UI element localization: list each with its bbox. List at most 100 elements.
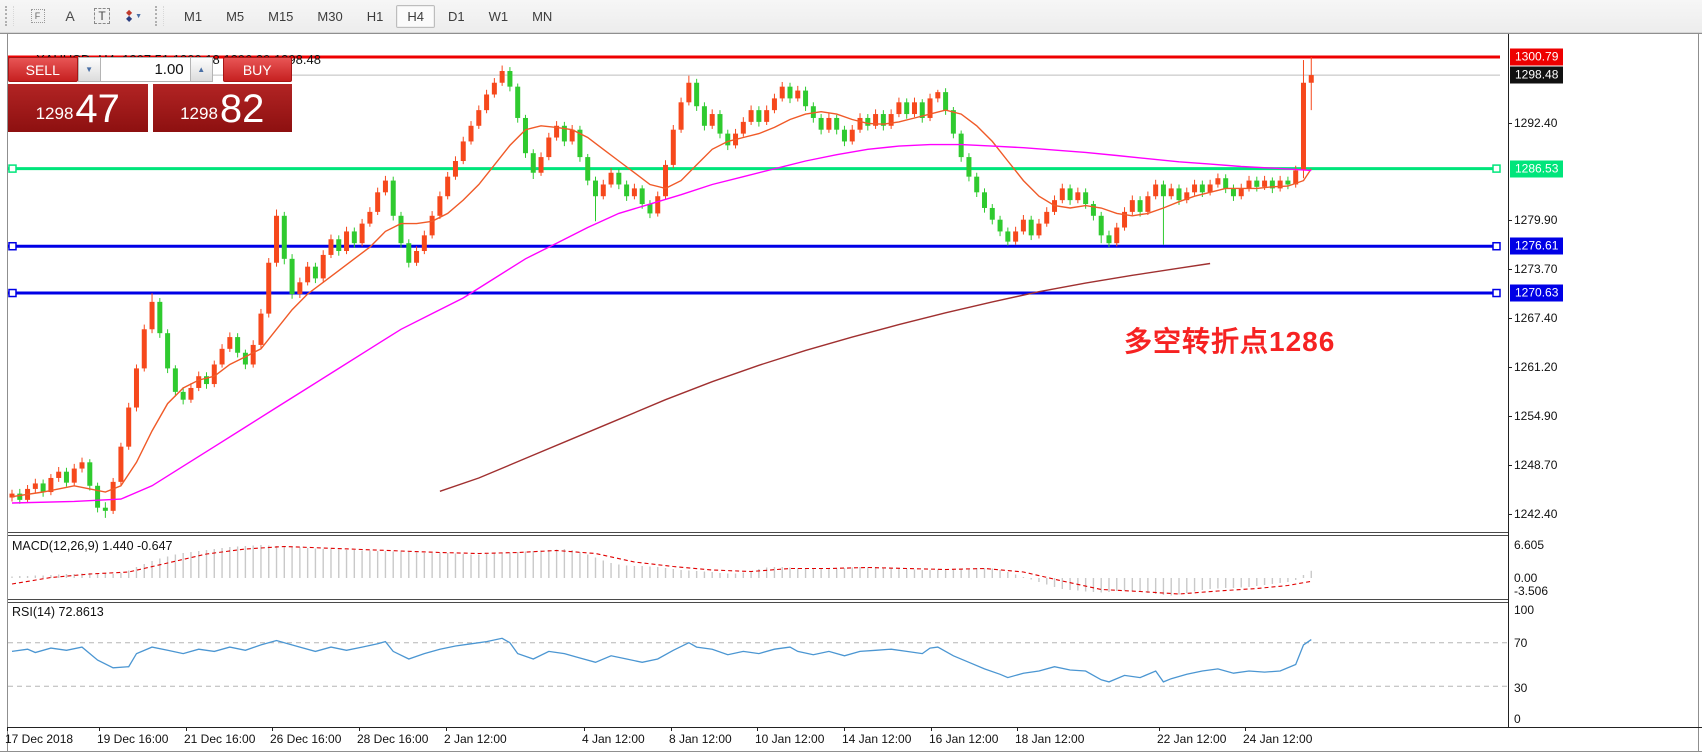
candle-body — [943, 92, 949, 111]
price-tick-1254.90: 1254.90 — [1514, 409, 1558, 424]
rsi-pane-separator-b[interactable] — [8, 602, 1508, 603]
candle-body — [1137, 200, 1143, 212]
sell-price-display[interactable]: 1298 47 — [8, 84, 148, 132]
candle-body — [600, 184, 606, 197]
candle-body — [639, 188, 645, 205]
price-tick-1292.40: 1292.40 — [1514, 115, 1558, 130]
price-badge-1300.79: 1300.79 — [1510, 48, 1564, 66]
buy-button[interactable]: BUY — [222, 57, 292, 82]
price-tick-mark — [1508, 269, 1512, 270]
candle-body — [1293, 170, 1299, 185]
panel-spacer — [213, 57, 223, 82]
volume-input[interactable]: 1.00 — [100, 57, 190, 82]
sort-arrows-icon: ◆ ◆ — [125, 8, 133, 23]
candle-body — [717, 114, 723, 134]
candle-body — [880, 114, 886, 126]
candle-body — [974, 176, 980, 193]
price-tick-mark — [1508, 122, 1512, 124]
time-tick-mark — [272, 727, 273, 731]
price-tick-1267.40: 1267.40 — [1514, 311, 1558, 326]
sell-button[interactable]: SELL — [8, 57, 78, 82]
price-tick-1273.70: 1273.70 — [1514, 262, 1558, 276]
window-left-border — [7, 33, 8, 751]
candle-body — [647, 204, 653, 214]
ma-fast-line — [11, 109, 1312, 498]
candle-body — [351, 231, 357, 244]
support-line-1270-handle[interactable] — [8, 288, 17, 298]
timeframe-button-MN[interactable]: MN — [532, 8, 553, 24]
candle-body — [1020, 219, 1026, 232]
window-bottom-border — [0, 751, 1702, 752]
macd-pane-separator-a[interactable] — [8, 532, 1508, 533]
window-top-border — [0, 33, 1702, 34]
timeframe-button-M15[interactable]: M15 — [268, 8, 294, 24]
time-tick-mark — [7, 727, 8, 731]
candle-body — [958, 133, 964, 158]
volume-decrease-button[interactable]: ▼ — [77, 57, 101, 82]
candle-body — [468, 125, 474, 142]
timeframe-button-W1[interactable]: W1 — [488, 8, 509, 24]
candle-body — [79, 462, 85, 469]
timeframe-button-H1[interactable]: H1 — [366, 8, 384, 24]
timeframe-button-H4[interactable]: H4 — [396, 4, 435, 28]
support-line-1276-handle[interactable] — [8, 241, 17, 251]
volume-increase-button[interactable]: ▲ — [189, 57, 213, 82]
candle-body — [266, 262, 272, 314]
time-label-10: 16 Jan 12:00 — [929, 732, 999, 746]
candle-body — [1246, 180, 1252, 189]
macd-signal-line — [11, 545, 1312, 595]
toolbar-grip[interactable] — [5, 6, 14, 26]
candle-body — [1184, 192, 1190, 201]
candle-body — [701, 106, 707, 126]
chart-text-annotation[interactable]: 多空转折点1286 — [1124, 326, 1336, 357]
candle-body — [452, 161, 458, 177]
candle-body — [56, 471, 62, 478]
candle-body — [460, 141, 466, 162]
candle-body — [841, 129, 847, 142]
timeframe-button-M5[interactable]: M5 — [226, 8, 245, 24]
candle-body — [740, 121, 746, 134]
arrange-tool-icon[interactable]: ◆ ◆ ▼ — [122, 4, 146, 28]
candle-body — [904, 102, 910, 115]
support-line-1270-handle[interactable] — [1492, 288, 1501, 298]
candle-body — [1199, 184, 1205, 193]
candle-body — [406, 243, 412, 263]
dropdown-caret-icon[interactable]: ▼ — [135, 12, 143, 20]
ma-slow-line — [11, 143, 1312, 504]
pivot-line-1286-handle[interactable] — [1492, 164, 1501, 173]
candle-body — [235, 337, 241, 353]
pivot-line-1286-handle[interactable] — [8, 164, 17, 173]
candle-body — [1059, 188, 1065, 201]
candle-body — [180, 391, 186, 400]
time-tick-mark — [1159, 727, 1160, 731]
candle-body — [554, 125, 560, 138]
candle-body — [375, 192, 381, 212]
grid-f-tool-icon[interactable]: F — [26, 4, 50, 28]
sell-price-pips: 47 — [75, 87, 120, 131]
price-tick-mark — [1508, 416, 1512, 418]
candle-body — [686, 82, 692, 103]
text-label-tool-icon[interactable]: T — [90, 4, 114, 28]
candle-body — [1129, 200, 1135, 212]
price-tick-mark — [1508, 464, 1512, 466]
macd-pane-separator-b[interactable] — [8, 535, 1508, 536]
timeframe-button-D1[interactable]: D1 — [447, 8, 465, 24]
text-tool-icon[interactable]: A — [65, 8, 75, 24]
candle-body — [476, 110, 482, 126]
candle-body — [219, 348, 225, 365]
timeframe-button-M30[interactable]: M30 — [317, 8, 343, 24]
candle-body — [873, 114, 879, 126]
rsi-pane-separator-a[interactable] — [8, 599, 1508, 600]
candle-body — [227, 337, 233, 349]
buy-price-display[interactable]: 1298 82 — [152, 84, 292, 132]
time-tick-mark — [446, 727, 447, 731]
candle-body — [328, 239, 334, 255]
support-line-1276-handle[interactable] — [1492, 241, 1501, 251]
candle-body — [608, 172, 614, 185]
candle-body — [437, 196, 443, 216]
candle-body — [896, 102, 902, 115]
candle-body — [857, 117, 863, 130]
timeframe-button-M1[interactable]: M1 — [184, 8, 203, 24]
rsi-label: RSI(14) 72.8613 — [12, 605, 104, 619]
toolbar-grip-2[interactable] — [155, 6, 164, 26]
